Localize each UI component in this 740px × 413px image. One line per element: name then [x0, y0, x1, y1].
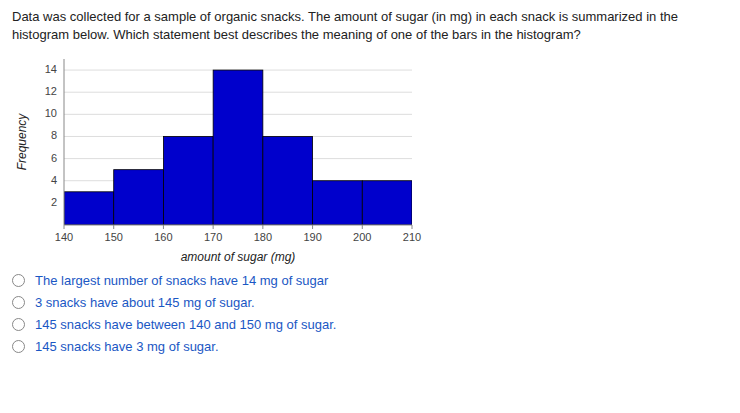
- answer-option: The largest number of snacks have 14 mg …: [12, 269, 728, 291]
- bars: [64, 70, 412, 225]
- chart: 2 4 6 8 10 12 14 140 150 160 170 180 190 200 210 amount…: [12, 47, 728, 267]
- answer-option: 3 snacks have about 145 mg of sugar.: [12, 291, 728, 313]
- y-tick-label: 12: [45, 85, 57, 97]
- x-tick-label: 210: [403, 231, 421, 243]
- y-tick-label: 14: [45, 63, 57, 75]
- title: Data was collected for a sample of organ…: [12, 8, 728, 43]
- answer-text: The largest number of snacks have 14 mg …: [35, 273, 328, 288]
- x-tick: [312, 225, 313, 229]
- x-axis: [64, 225, 412, 226]
- page: Data was collected for a sample of organ…: [0, 0, 740, 365]
- radio-circle: [12, 318, 25, 331]
- x-tick: [64, 225, 65, 229]
- bar: [213, 70, 263, 225]
- answers: The largest number of snacks have 14 mg …: [12, 269, 728, 357]
- answer-text: 3 snacks have about 145 mg of sugar.: [35, 295, 255, 310]
- bar: [362, 181, 412, 225]
- x-tick-label: 200: [353, 231, 371, 243]
- x-axis-label: amount of sugar (mg): [181, 250, 296, 264]
- x-tick-label: 160: [154, 231, 172, 243]
- x-tick: [262, 225, 263, 229]
- x-tick: [213, 225, 214, 229]
- bar: [114, 170, 164, 225]
- y-axis: [64, 59, 65, 225]
- x-tick-label: 190: [303, 231, 321, 243]
- bar: [163, 137, 213, 226]
- y-tick-label: 4: [51, 174, 57, 186]
- x-tick-label: 170: [204, 231, 222, 243]
- x-tick: [412, 225, 413, 229]
- x-tick-label: 180: [254, 231, 272, 243]
- bar: [313, 181, 363, 225]
- bar: [263, 137, 313, 226]
- radio-circle: [12, 340, 25, 353]
- y-tick-label: 6: [51, 152, 57, 164]
- y-axis-label: Frequency: [15, 113, 29, 171]
- y-tick-label: 8: [51, 129, 57, 141]
- radio-circle: [12, 296, 25, 309]
- x-tick: [163, 225, 164, 229]
- bar: [64, 192, 114, 225]
- x-tick: [362, 225, 363, 229]
- y-tick-label: 10: [45, 107, 57, 119]
- x-tick: [113, 225, 114, 229]
- answer-text: 145 snacks have between 140 and 150 mg o…: [35, 317, 336, 332]
- x-tick-label: 150: [105, 231, 123, 243]
- radio-circle: [12, 274, 25, 287]
- x-tick-label: 140: [55, 231, 73, 243]
- answer-option: 145 snacks have between 140 and 150 mg o…: [12, 313, 728, 335]
- y-tick-label: 2: [51, 196, 57, 208]
- answer-text: 145 snacks have 3 mg of sugar.: [35, 339, 219, 354]
- answer-option: 145 snacks have 3 mg of sugar.: [12, 335, 728, 357]
- chart-svg: 2 4 6 8 10 12 14 140 150 160 170 180 190 200 210 amount…: [12, 47, 432, 267]
